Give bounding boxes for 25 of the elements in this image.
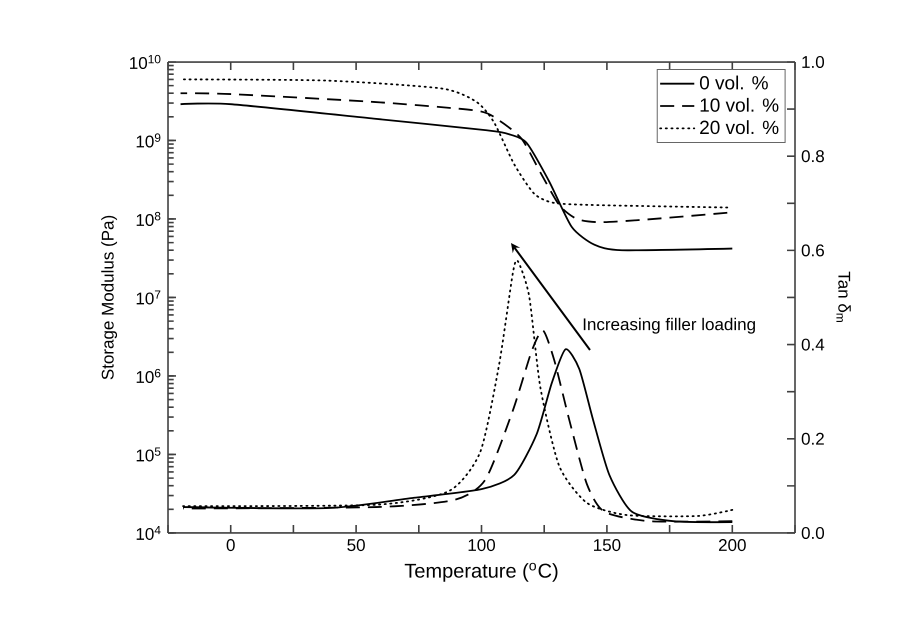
annotation: Increasing filler loading <box>584 318 755 334</box>
y2-axis-title: Tan δ$_{m}$ <box>836 272 851 322</box>
y-axis-title: Storage Modulus (Pa) <box>101 216 118 380</box>
y-tick-label: 10$^{7}$ <box>136 290 160 304</box>
x-tick-label: 150 <box>594 539 620 552</box>
y2-tick-label: 0.4 <box>802 338 824 351</box>
y2-tick-label: 0.6 <box>802 244 824 256</box>
y-tick-label: 10$^{6}$ <box>136 368 160 384</box>
x-tick-label: 200 <box>718 539 746 552</box>
y-tick-label: 10$^{5}$ <box>136 447 160 462</box>
y-tick-label: 10$^{8}$ <box>136 212 160 226</box>
y-tick-label: 10$^{10}$ <box>130 54 160 70</box>
legend-label: 0 vol. % <box>700 76 768 90</box>
x-tick-label: 100 <box>468 539 496 552</box>
x-axis-title: Temperature ($^{o}$C) <box>404 562 558 582</box>
y2-tick-label: 0.8 <box>802 150 824 162</box>
legend-label: 10 vol. % <box>700 98 778 112</box>
x-tick-label: 50 <box>347 539 365 552</box>
x-tick-label: 0 <box>226 539 235 552</box>
y2-tick-label: 0.0 <box>802 526 824 539</box>
y2-tick-label: 0.2 <box>802 432 824 445</box>
y2-tick-label: 1.0 <box>802 56 824 68</box>
legend-label: 20 vol. % <box>700 120 778 134</box>
y-tick-label: 10$^{4}$ <box>136 526 161 540</box>
y-tick-label: 10$^{9}$ <box>136 133 160 148</box>
